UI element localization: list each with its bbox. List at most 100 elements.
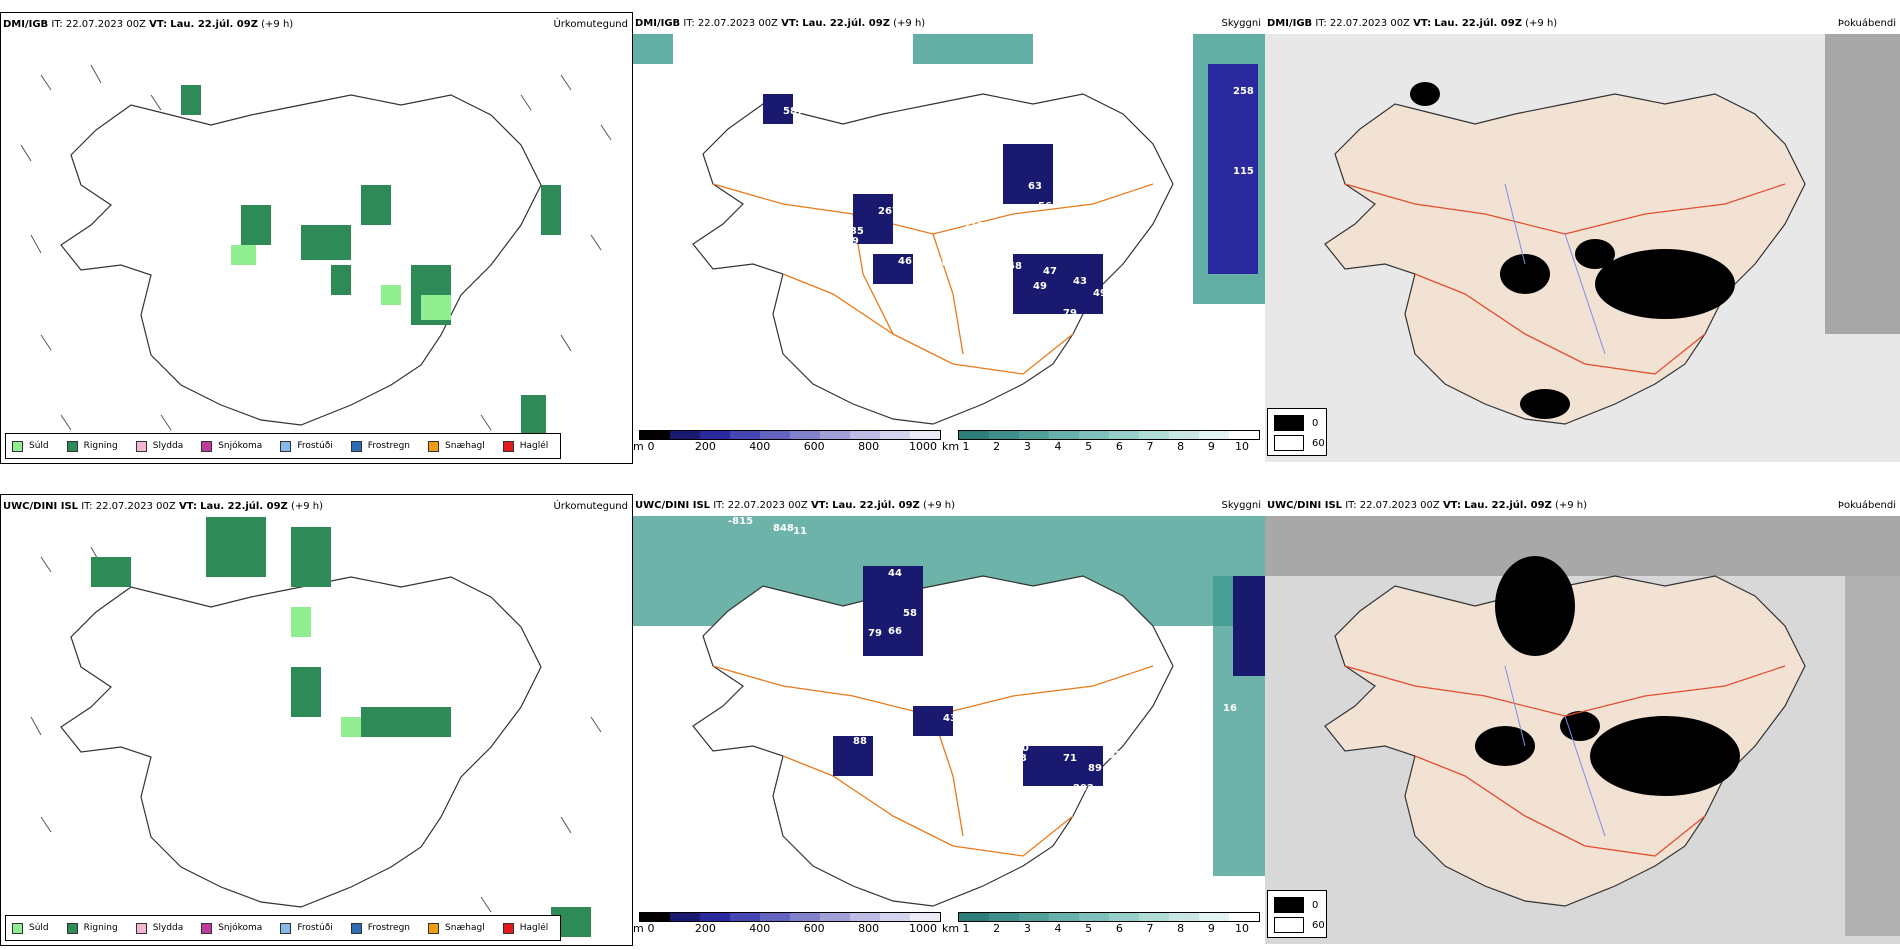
visibility-label: 629 — [1008, 236, 1029, 247]
visibility-colorbar: m 0 200 400 600 800 1000 km 1 2 3 4 5 6 7 8 9 10 — [633, 426, 1263, 464]
sea-fog-band — [1233, 576, 1265, 676]
panel-title: Úrkomutegund — [553, 19, 628, 30]
legend-item: Snæhagl — [428, 922, 485, 934]
visibility-label: 125 — [963, 673, 984, 684]
visibility-label: 49 — [1033, 281, 1047, 292]
visibility-label: 58 — [903, 608, 917, 619]
tick-label: 1 — [962, 922, 970, 935]
visibility-label: 44 — [888, 568, 902, 579]
precip-map — [20, 64, 612, 451]
panel-title: Skyggni — [1221, 500, 1261, 511]
visibility-label: 179 — [838, 236, 859, 247]
rain-areas — [91, 517, 591, 937]
unit-label: km — [942, 922, 960, 935]
panel-header: DMI/IGB IT: 22.07.2023 00Z VT: Lau. 22.j… — [3, 19, 294, 30]
tick-label: 1 — [962, 440, 970, 453]
visibility-label: 50 — [1053, 226, 1067, 237]
meters-colorbar — [639, 912, 941, 922]
tick-label: 1000 — [909, 440, 937, 453]
legend-label: Haglél — [519, 923, 549, 933]
tick-label: 7 — [1146, 440, 1154, 453]
visibility-label: 97 — [958, 258, 972, 269]
legend-item: Haglél — [502, 922, 549, 934]
tick-label: 2 — [993, 440, 1001, 453]
legend-swatch — [12, 440, 23, 452]
iceland-outline — [692, 575, 1174, 907]
precip-type-panel-bottom: UWC/DINI ISL IT: 22.07.2023 00Z VT: Lau.… — [0, 494, 633, 946]
tick-label: 10 — [1235, 440, 1249, 453]
legend-label: Súld — [29, 441, 49, 451]
visibility-label: 79 — [868, 628, 882, 639]
sea-fog-band — [1208, 64, 1258, 274]
tick-label: 800 — [858, 922, 880, 935]
fog-index-panel-top: DMI/IGB IT: 22.07.2023 00Z VT: Lau. 22.j… — [1265, 12, 1900, 464]
legend-label: Slydda — [152, 923, 184, 933]
visibility-label: 102 — [1053, 151, 1074, 162]
legend-swatch — [66, 922, 78, 934]
panel-title: Skyggni — [1221, 18, 1261, 29]
visibility-label: 48 — [883, 733, 897, 744]
iceland-outline — [1324, 93, 1806, 425]
visibility-label: 58 — [1008, 261, 1022, 272]
legend-swatch — [12, 922, 23, 934]
fog-legend: 0 60 — [1267, 408, 1327, 456]
legend-label: Haglél — [519, 441, 549, 451]
visibility-label: 60 — [1118, 271, 1132, 282]
rivers — [1504, 665, 1606, 837]
legend-label: Snæhagl — [445, 441, 485, 451]
legend-item: Snjókoma — [201, 440, 262, 452]
tick-label: 400 — [749, 922, 771, 935]
tick-label: 4 — [1054, 922, 1062, 935]
legend-swatch — [350, 440, 362, 452]
legend-item: Snæhagl — [428, 440, 485, 452]
fog-legend-swatch — [1274, 435, 1304, 451]
visibility-label: -815 — [728, 516, 753, 527]
visibility-label: 100 — [1023, 738, 1044, 749]
visibility-label: 218 — [963, 221, 984, 232]
visibility-label: 11 — [793, 526, 807, 537]
legend-swatch — [502, 440, 514, 452]
legend-label: Rigning — [83, 923, 118, 933]
legend-item: Súld — [12, 922, 49, 934]
tick-label: 800 — [858, 440, 880, 453]
precip-legend: Súld Rigning Slydda Snjókoma Frostúði Frostre… — [5, 915, 562, 941]
visibility-label: 160 — [928, 258, 949, 269]
legend-swatch — [201, 440, 213, 452]
visibility-label: 67 — [868, 171, 882, 182]
tick-label: 3 — [1023, 440, 1031, 453]
panel-header: UWC/DINI ISL IT: 22.07.2023 00Z VT: Lau.… — [635, 500, 956, 511]
visibility-label: 20 — [1158, 106, 1172, 117]
tick-label: 10 — [1235, 922, 1249, 935]
panel-header: DMI/IGB IT: 22.07.2023 00Z VT: Lau. 22.j… — [635, 18, 926, 29]
tick-label: 1000 — [909, 922, 937, 935]
visibility-label: 435 — [843, 226, 864, 237]
visibility-label: 663 — [1148, 86, 1169, 97]
unit-label: km — [942, 440, 960, 453]
visibility-label: 93 — [1028, 678, 1042, 689]
fog-legend-item: 60 — [1274, 917, 1325, 933]
precip-map — [30, 517, 602, 937]
visibility-label: 89 — [1088, 763, 1102, 774]
visibility-label: 115 — [1233, 166, 1254, 177]
legend-label: Frostúði — [297, 441, 333, 451]
tick-label: 5 — [1085, 922, 1093, 935]
fog-legend-swatch — [1274, 917, 1304, 933]
visibility-label: 201 — [878, 668, 899, 679]
tick-label: 600 — [803, 440, 825, 453]
visibility-label: 88 — [853, 736, 867, 747]
precip-legend: Súld Rigning Slydda Snjókoma Frostúði Frostre… — [5, 433, 562, 459]
tick-label: 5 — [1085, 440, 1093, 453]
legend-label: Frostregn — [367, 923, 411, 933]
legend-swatch — [280, 922, 292, 934]
legend-item: Frostúði — [280, 922, 333, 934]
panel-title: Þokuábendi — [1837, 500, 1896, 511]
legend-item: Rigning — [66, 440, 118, 452]
visibility-colorbar: m 0 200 400 600 800 1000 km 1 2 3 4 5 6 7 8 9 10 — [633, 908, 1263, 946]
panel-header: UWC/DINI ISL IT: 22.07.2023 00Z VT: Lau.… — [1267, 500, 1588, 511]
fog-index-panel-bottom: UWC/DINI ISL IT: 22.07.2023 00Z VT: Lau.… — [1265, 494, 1900, 946]
legend-item: Haglél — [502, 440, 549, 452]
visibility-label: 46 — [898, 256, 912, 267]
visibility-label: 70 — [1028, 698, 1042, 709]
fog-legend-swatch — [1274, 415, 1304, 431]
